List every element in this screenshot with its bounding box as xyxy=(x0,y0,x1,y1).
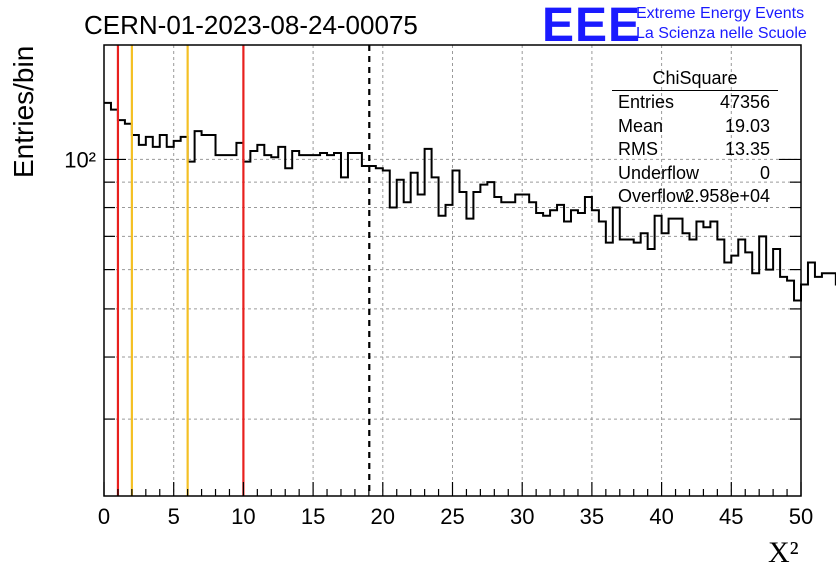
x-tick-label: 15 xyxy=(301,504,325,529)
logo-line-1: Extreme Energy Events xyxy=(636,5,805,22)
stats-row-entries: Entries 47356 xyxy=(612,91,778,115)
logo-caption: Extreme Energy Events La Scienza nelle S… xyxy=(636,4,807,44)
y-tick-label: 10² xyxy=(64,147,96,172)
x-tick-label: 30 xyxy=(510,504,534,529)
chart-title: CERN-01-2023-08-24-00075 xyxy=(84,10,418,40)
x-tick-label: 5 xyxy=(168,504,180,529)
x-tick-label: 35 xyxy=(580,504,604,529)
stats-row-underflow: Underflow 0 xyxy=(612,162,778,186)
stats-row-mean: Mean 19.03 xyxy=(612,115,778,139)
stats-value: 47356 xyxy=(719,92,770,112)
x-axis-label: X² xyxy=(768,536,799,569)
x-tick-label: 20 xyxy=(371,504,395,529)
x-tick-label: 0 xyxy=(98,504,110,529)
x-tick-label: 10 xyxy=(231,504,255,529)
logo-line-2: La Scienza nelle Scuole xyxy=(636,25,807,42)
stats-value: 19.03 xyxy=(724,115,770,136)
eee-logo: EEE xyxy=(542,0,642,52)
x-tick-label: 40 xyxy=(649,504,673,529)
stats-label: RMS xyxy=(618,139,658,159)
stats-value: 0 xyxy=(759,162,770,183)
stats-label: Underflow xyxy=(618,162,700,183)
stats-label: Overflow xyxy=(618,186,690,206)
x-tick-label: 25 xyxy=(440,504,464,529)
stats-row-overflow: Overflow 2.958e+04 xyxy=(612,185,778,209)
x-tick-label: 45 xyxy=(719,504,743,529)
y-axis-label: Entries/bin xyxy=(8,45,39,178)
stats-title: ChiSquare xyxy=(612,66,778,91)
stats-value: 2.958e+04 xyxy=(684,186,770,206)
stats-label: Mean xyxy=(618,115,664,136)
x-tick-label: 50 xyxy=(789,504,813,529)
stats-label: Entries xyxy=(618,92,675,112)
stats-row-rms: RMS 13.35 xyxy=(612,138,778,162)
stats-value: 13.35 xyxy=(724,139,770,159)
stats-box: ChiSquare Entries 47356 Mean 19.03 RMS 1… xyxy=(612,66,778,209)
